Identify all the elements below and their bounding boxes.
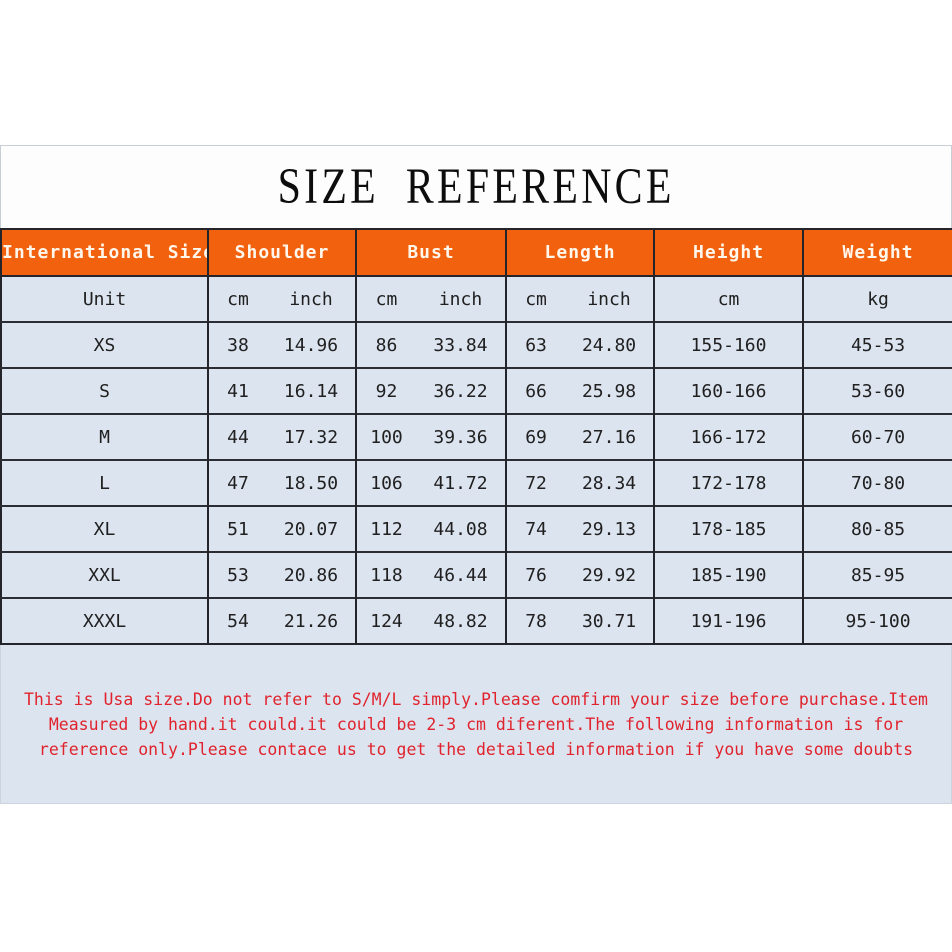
size-row-xs: XS 38 14.96 86 33.84 63 24.80 155-160 45… <box>1 321 952 368</box>
value-cell: 124 <box>355 597 417 644</box>
value-cell: 85-95 <box>802 551 952 598</box>
value-cell: 18.50 <box>267 459 357 506</box>
value-cell: 112 <box>355 505 417 552</box>
value-cell: 44.08 <box>416 505 507 552</box>
value-cell: 33.84 <box>416 321 507 368</box>
size-label-cell: S <box>1 367 208 414</box>
value-cell: 78 <box>505 597 566 644</box>
size-label-cell: XXXL <box>1 597 208 644</box>
value-cell: 44 <box>207 413 267 460</box>
size-row-xxxl: XXXL 54 21.26 124 48.82 78 30.71 191-196… <box>1 597 952 644</box>
value-cell: 48.82 <box>416 597 507 644</box>
value-cell: 60-70 <box>802 413 952 460</box>
value-cell: 100 <box>355 413 417 460</box>
size-label-cell: XS <box>1 321 208 368</box>
unit-row: Unit cm inch cm inch cm inch cm kg <box>1 276 952 322</box>
value-cell: 86 <box>355 321 417 368</box>
value-cell: 47 <box>207 459 267 506</box>
value-cell: 191-196 <box>653 597 804 644</box>
value-cell: 63 <box>505 321 566 368</box>
value-cell: 24.80 <box>565 321 655 368</box>
value-cell: 20.07 <box>267 505 357 552</box>
disclaimer-note: This is Usa size.Do not refer to S/M/L s… <box>0 645 952 804</box>
value-cell: 118 <box>355 551 417 598</box>
value-cell: 25.98 <box>565 367 655 414</box>
size-row-xl: XL 51 20.07 112 44.08 74 29.13 178-185 8… <box>1 505 952 552</box>
value-cell: 16.14 <box>267 367 357 414</box>
value-cell: 106 <box>355 459 417 506</box>
value-cell: 29.92 <box>565 551 655 598</box>
value-cell: 72 <box>505 459 566 506</box>
unit-cell: inch <box>416 276 507 322</box>
value-cell: 28.34 <box>565 459 655 506</box>
value-cell: 74 <box>505 505 566 552</box>
value-cell: 80-85 <box>802 505 952 552</box>
value-cell: 30.71 <box>565 597 655 644</box>
unit-label-cell: Unit <box>1 276 208 322</box>
table-header-row: International Size Shoulder Bust Length … <box>1 229 952 277</box>
value-cell: 21.26 <box>267 597 357 644</box>
column-header-bust: Bust <box>355 229 507 277</box>
value-cell: 76 <box>505 551 566 598</box>
value-cell: 95-100 <box>802 597 952 644</box>
size-row-m: M 44 17.32 100 39.36 69 27.16 166-172 60… <box>1 413 952 460</box>
size-label-cell: M <box>1 413 208 460</box>
column-header-weight: Weight <box>802 229 952 277</box>
unit-cell: inch <box>267 276 357 322</box>
value-cell: 54 <box>207 597 267 644</box>
size-row-l: L 47 18.50 106 41.72 72 28.34 172-178 70… <box>1 459 952 506</box>
value-cell: 155-160 <box>653 321 804 368</box>
title-banner: SIZE REFERENCE <box>0 145 952 228</box>
unit-cell: cm <box>355 276 417 322</box>
value-cell: 53 <box>207 551 267 598</box>
value-cell: 36.22 <box>416 367 507 414</box>
value-cell: 39.36 <box>416 413 507 460</box>
value-cell: 38 <box>207 321 267 368</box>
value-cell: 14.96 <box>267 321 357 368</box>
size-table: International Size Shoulder Bust Length … <box>0 228 952 645</box>
size-row-s: S 41 16.14 92 36.22 66 25.98 160-166 53-… <box>1 367 952 414</box>
value-cell: 70-80 <box>802 459 952 506</box>
value-cell: 29.13 <box>565 505 655 552</box>
unit-cell: cm <box>207 276 267 322</box>
value-cell: 92 <box>355 367 417 414</box>
size-row-xxl: XXL 53 20.86 118 46.44 76 29.92 185-190 … <box>1 551 952 598</box>
value-cell: 51 <box>207 505 267 552</box>
column-header-international-size: International Size <box>1 229 208 277</box>
unit-cell: inch <box>565 276 655 322</box>
value-cell: 185-190 <box>653 551 804 598</box>
unit-cell: cm <box>653 276 804 322</box>
column-header-height: Height <box>653 229 804 277</box>
value-cell: 20.86 <box>267 551 357 598</box>
disclaimer-line: Measured by hand.it could.it could be 2-… <box>48 714 904 734</box>
value-cell: 66 <box>505 367 566 414</box>
value-cell: 41 <box>207 367 267 414</box>
value-cell: 41.72 <box>416 459 507 506</box>
value-cell: 172-178 <box>653 459 804 506</box>
value-cell: 69 <box>505 413 566 460</box>
disclaimer-line: reference only.Please contace us to get … <box>38 739 914 759</box>
value-cell: 46.44 <box>416 551 507 598</box>
value-cell: 27.16 <box>565 413 655 460</box>
value-cell: 178-185 <box>653 505 804 552</box>
size-label-cell: XXL <box>1 551 208 598</box>
size-label-cell: L <box>1 459 208 506</box>
disclaimer-line: This is Usa size.Do not refer to S/M/L s… <box>24 689 928 709</box>
column-header-shoulder: Shoulder <box>206 229 357 277</box>
size-reference-panel: SIZE REFERENCE International Size Should… <box>0 145 952 804</box>
value-cell: 160-166 <box>653 367 804 414</box>
column-header-length: Length <box>505 229 655 277</box>
page-title: SIZE REFERENCE <box>277 158 675 215</box>
unit-cell: kg <box>802 276 952 322</box>
value-cell: 53-60 <box>802 367 952 414</box>
value-cell: 45-53 <box>802 321 952 368</box>
size-label-cell: XL <box>1 505 208 552</box>
value-cell: 166-172 <box>653 413 804 460</box>
value-cell: 17.32 <box>267 413 357 460</box>
unit-cell: cm <box>505 276 566 322</box>
